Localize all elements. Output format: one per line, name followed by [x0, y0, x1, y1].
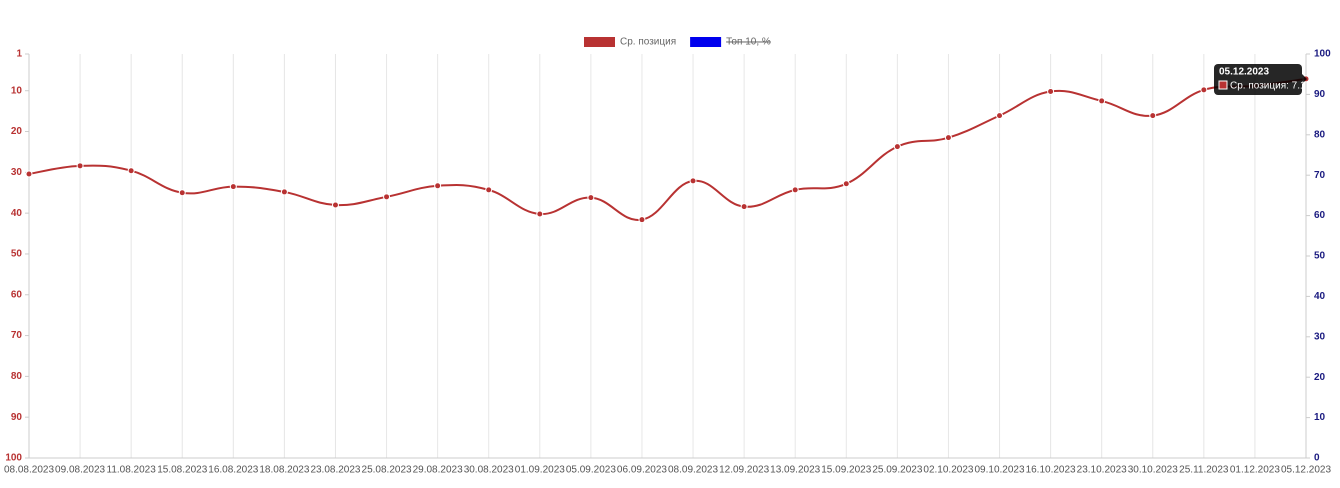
x-tick-label: 25.09.2023	[872, 465, 922, 476]
data-point	[485, 186, 493, 194]
data-point	[536, 210, 544, 218]
y2-tick-label: 100	[1314, 49, 1331, 60]
legend-swatch	[584, 37, 615, 47]
x-tick-label: 29.08.2023	[413, 465, 463, 476]
y2-tick-label: 0	[1314, 453, 1320, 464]
y2-tick-label: 10	[1314, 412, 1326, 423]
data-point	[842, 180, 850, 188]
x-tick-label: 15.09.2023	[821, 465, 871, 476]
y-tick-label: 90	[11, 412, 23, 423]
data-point	[1200, 86, 1208, 94]
x-tick-label: 11.08.2023	[107, 465, 157, 476]
x-tick-label: 09.10.2023	[974, 465, 1024, 476]
data-point	[280, 188, 288, 196]
data-point	[587, 194, 595, 202]
x-tick-label: 23.08.2023	[310, 465, 360, 476]
x-tick-label: 05.12.2023	[1281, 465, 1331, 476]
x-tick-label: 08.08.2023	[4, 465, 54, 476]
tooltip-title: 05.12.2023	[1219, 67, 1269, 78]
tooltip-caret	[1302, 74, 1307, 84]
y2-tick-label: 30	[1314, 331, 1326, 342]
x-tick-label: 01.12.2023	[1230, 465, 1280, 476]
data-point	[638, 216, 646, 224]
data-point	[229, 183, 237, 191]
data-point	[944, 134, 952, 142]
data-point	[76, 162, 84, 170]
y-tick-label: 1	[16, 49, 22, 60]
y-tick-label: 80	[11, 371, 23, 382]
x-tick-label: 09.08.2023	[55, 465, 105, 476]
x-tick-label: 25.11.2023	[1179, 465, 1229, 476]
x-tick-label: 30.08.2023	[464, 465, 514, 476]
y2-tick-label: 80	[1314, 129, 1326, 140]
data-point	[689, 177, 697, 185]
x-tick-label: 12.09.2023	[719, 465, 769, 476]
y2-tick-label: 20	[1314, 372, 1326, 383]
data-point	[893, 143, 901, 151]
y2-tick-label: 40	[1314, 291, 1326, 302]
data-point	[1098, 97, 1106, 105]
y2-tick-label: 60	[1314, 210, 1326, 221]
legend-label: Ср. позиция	[620, 37, 676, 48]
y-tick-label: 50	[11, 249, 23, 260]
x-tick-label: 16.10.2023	[1026, 465, 1076, 476]
y-tick-label: 100	[5, 453, 22, 464]
data-point	[996, 112, 1004, 120]
data-point	[178, 189, 186, 197]
y-tick-label: 40	[11, 208, 23, 219]
data-point	[1149, 112, 1157, 120]
y2-tick-label: 50	[1314, 251, 1326, 262]
tooltip-box	[1214, 64, 1302, 95]
x-tick-label: 30.10.2023	[1128, 465, 1178, 476]
tooltip-label: Ср. позиция: 7.1	[1230, 81, 1306, 92]
y-tick-label: 10	[11, 85, 23, 96]
x-tick-label: 23.10.2023	[1077, 465, 1127, 476]
x-tick-label: 05.09.2023	[566, 465, 616, 476]
x-tick-label: 13.09.2023	[770, 465, 820, 476]
x-tick-label: 08.09.2023	[668, 465, 718, 476]
y-tick-label: 70	[11, 330, 23, 341]
legend-label: Топ 10, %	[726, 37, 771, 48]
data-point	[740, 203, 748, 211]
data-point	[1047, 88, 1055, 96]
y-tick-label: 20	[11, 126, 23, 137]
series-line	[28, 77, 1307, 221]
x-tick-label: 02.10.2023	[923, 465, 973, 476]
y2-tick-label: 70	[1314, 170, 1326, 181]
data-point	[127, 167, 135, 175]
data-point	[791, 186, 799, 194]
legend-swatch	[690, 37, 722, 47]
y2-tick-label: 90	[1314, 89, 1326, 100]
y-tick-label: 60	[11, 289, 23, 300]
x-tick-label: 01.09.2023	[515, 465, 565, 476]
tooltip: 05.12.2023 Ср. позиция: 7.1	[1214, 64, 1307, 95]
tooltip-swatch	[1218, 80, 1228, 90]
x-tick-label: 16.08.2023	[208, 465, 258, 476]
y-tick-label: 30	[11, 167, 23, 178]
data-point	[331, 201, 339, 209]
x-tick-label: 15.08.2023	[157, 465, 207, 476]
data-point	[383, 193, 391, 201]
x-tick-label: 25.08.2023	[362, 465, 412, 476]
x-tick-label: 18.08.2023	[259, 465, 309, 476]
data-point	[25, 170, 33, 178]
data-point	[434, 182, 442, 190]
x-tick-label: 06.09.2023	[617, 465, 667, 476]
